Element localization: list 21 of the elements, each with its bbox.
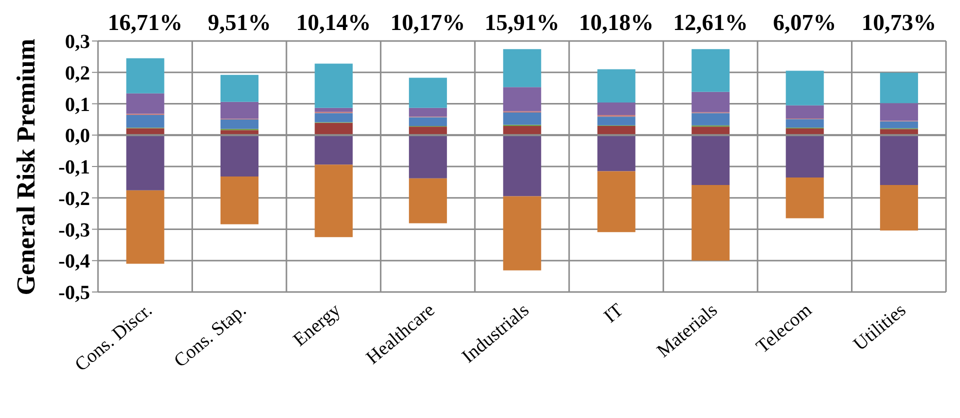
text: 16,71% bbox=[106, 10, 184, 36]
text: 15,91% bbox=[484, 10, 560, 36]
y-tick-label: 0,0 bbox=[65, 125, 90, 148]
y-tick-label: 0,1 bbox=[65, 94, 90, 116]
text: 10,73% bbox=[860, 10, 938, 36]
y-tick-label: -0,4 bbox=[58, 250, 90, 273]
y-tick-label: 0,2 bbox=[65, 62, 90, 84]
y-tick-label: -0,1 bbox=[58, 156, 90, 179]
x-tick-label: IT bbox=[600, 299, 628, 328]
y-tick-label: 0,3 bbox=[65, 31, 90, 54]
y-tick-label: -0,2 bbox=[58, 188, 90, 210]
x-tick-label: Cons. Stap. bbox=[170, 300, 251, 372]
y-axis-title: General Risk Premium bbox=[11, 38, 41, 295]
y-tick-label: -0,5 bbox=[58, 282, 90, 304]
text: 9,51% bbox=[206, 10, 272, 36]
text: 6,07% bbox=[772, 10, 838, 36]
y-tick-label: -0,3 bbox=[58, 219, 90, 242]
text: 10,14% bbox=[295, 10, 372, 36]
text: 10,18% bbox=[578, 10, 655, 36]
text: 10,17% bbox=[389, 10, 466, 36]
text: 12,61% bbox=[672, 10, 749, 36]
